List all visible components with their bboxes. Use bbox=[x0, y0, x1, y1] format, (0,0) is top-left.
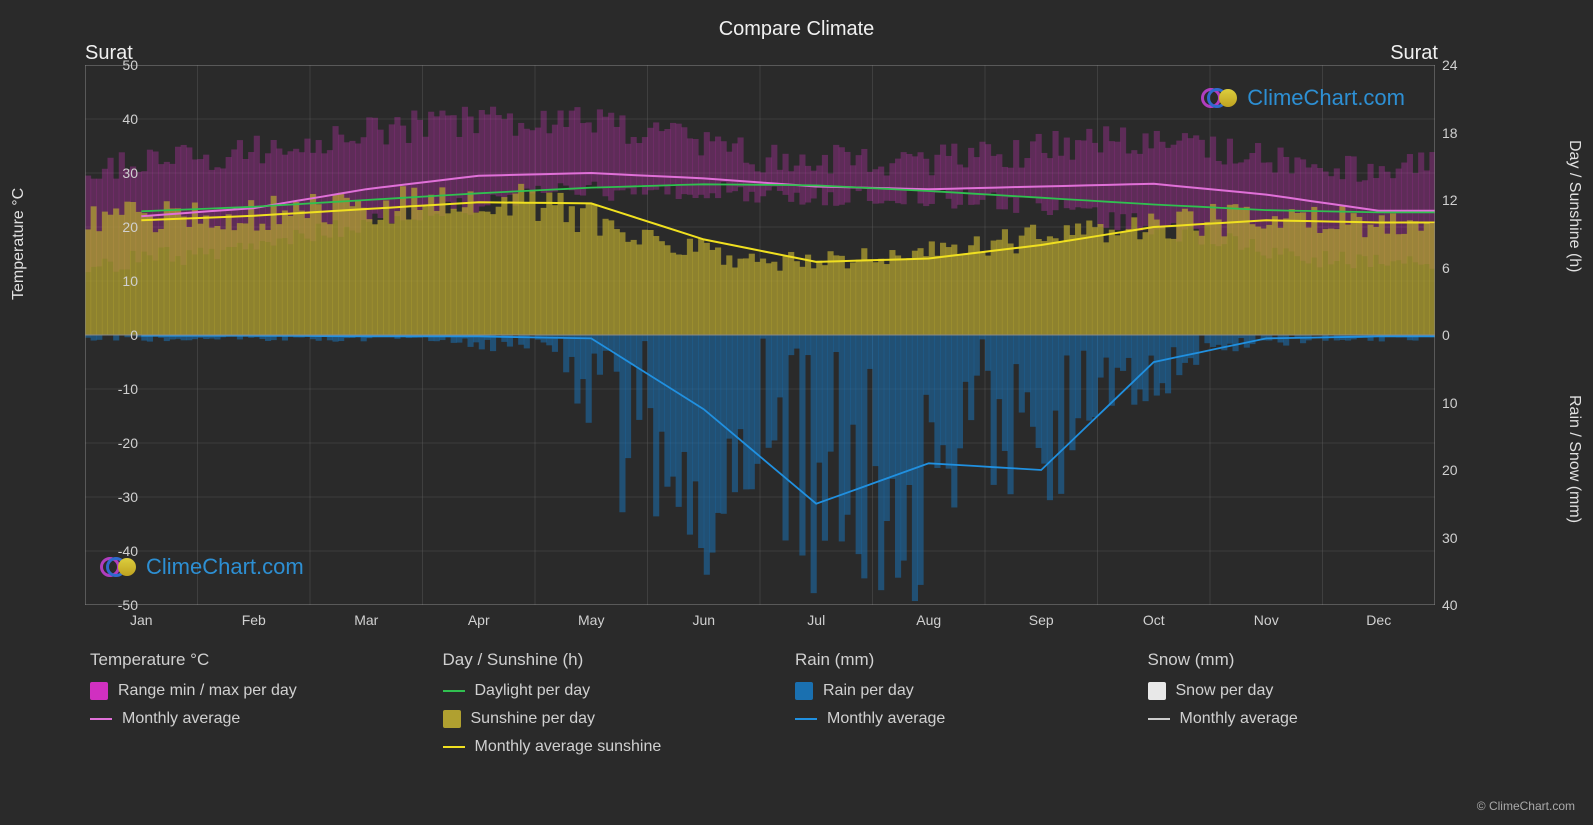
legend-item: Sunshine per day bbox=[443, 710, 786, 728]
legend-item: Snow per day bbox=[1148, 682, 1491, 700]
legend-item: Monthly average bbox=[1148, 710, 1491, 728]
watermark-top: ClimeChart.com bbox=[1201, 85, 1405, 111]
legend-column: Day / Sunshine (h) Daylight per day Sunshi… bbox=[443, 650, 786, 766]
x-tick: Aug bbox=[909, 612, 949, 628]
legend-column: Snow (mm) Snow per day Monthly average bbox=[1148, 650, 1491, 766]
chart-title: Compare Climate bbox=[0, 0, 1593, 41]
y-axis-label-right-bottom: Rain / Snow (mm) bbox=[1565, 395, 1583, 523]
legend-label: Monthly average bbox=[827, 710, 945, 728]
x-tick: Apr bbox=[459, 612, 499, 628]
legend-label: Daylight per day bbox=[475, 682, 591, 700]
legend-title: Rain (mm) bbox=[795, 650, 1138, 670]
y-left-tick: 10 bbox=[88, 273, 138, 289]
legend-title: Snow (mm) bbox=[1148, 650, 1491, 670]
y-left-tick: 0 bbox=[88, 327, 138, 343]
y-right-tick: 0 bbox=[1442, 327, 1482, 343]
legend-swatch bbox=[90, 718, 112, 720]
x-tick: Jan bbox=[121, 612, 161, 628]
legend-column: Temperature °C Range min / max per day Mon… bbox=[90, 650, 433, 766]
x-tick: Jul bbox=[796, 612, 836, 628]
legend-title: Day / Sunshine (h) bbox=[443, 650, 786, 670]
legend: Temperature °C Range min / max per day Mon… bbox=[90, 650, 1490, 766]
y-right-tick: 18 bbox=[1442, 125, 1482, 141]
legend-label: Snow per day bbox=[1176, 682, 1274, 700]
legend-item: Rain per day bbox=[795, 682, 1138, 700]
y-right-tick: 24 bbox=[1442, 57, 1482, 73]
city-label-right: Surat bbox=[1390, 42, 1438, 65]
x-tick: Nov bbox=[1246, 612, 1286, 628]
legend-item: Monthly average bbox=[795, 710, 1138, 728]
chart-svg bbox=[85, 65, 1435, 605]
x-tick: May bbox=[571, 612, 611, 628]
y-right-tick: 10 bbox=[1442, 395, 1482, 411]
x-tick: Jun bbox=[684, 612, 724, 628]
legend-swatch bbox=[1148, 682, 1166, 700]
legend-label: Monthly average sunshine bbox=[475, 738, 662, 756]
legend-swatch bbox=[795, 718, 817, 720]
y-right-tick: 40 bbox=[1442, 597, 1482, 613]
legend-item: Monthly average sunshine bbox=[443, 738, 786, 756]
legend-swatch bbox=[1148, 718, 1170, 720]
y-left-tick: 30 bbox=[88, 165, 138, 181]
legend-column: Rain (mm) Rain per day Monthly average bbox=[795, 650, 1138, 766]
legend-item: Daylight per day bbox=[443, 682, 786, 700]
y-left-tick: -10 bbox=[88, 381, 138, 397]
legend-item: Range min / max per day bbox=[90, 682, 433, 700]
logo-icon bbox=[1201, 85, 1241, 111]
legend-swatch bbox=[443, 710, 461, 728]
legend-title: Temperature °C bbox=[90, 650, 433, 670]
watermark-text: ClimeChart.com bbox=[1247, 85, 1405, 111]
legend-label: Monthly average bbox=[122, 710, 240, 728]
x-tick: Oct bbox=[1134, 612, 1174, 628]
x-tick: Dec bbox=[1359, 612, 1399, 628]
y-right-tick: 12 bbox=[1442, 192, 1482, 208]
legend-label: Rain per day bbox=[823, 682, 914, 700]
legend-label: Monthly average bbox=[1180, 710, 1298, 728]
watermark-text: ClimeChart.com bbox=[146, 554, 304, 580]
y-left-tick: -40 bbox=[88, 543, 138, 559]
y-left-tick: -50 bbox=[88, 597, 138, 613]
x-tick: Feb bbox=[234, 612, 274, 628]
x-tick: Mar bbox=[346, 612, 386, 628]
y-left-tick: 40 bbox=[88, 111, 138, 127]
legend-label: Range min / max per day bbox=[118, 682, 297, 700]
y-left-tick: 20 bbox=[88, 219, 138, 235]
copyright: © ClimeChart.com bbox=[1477, 799, 1575, 813]
legend-swatch bbox=[90, 682, 108, 700]
y-left-tick: -20 bbox=[88, 435, 138, 451]
y-axis-label-left: Temperature °C bbox=[10, 188, 28, 300]
y-left-tick: 50 bbox=[88, 57, 138, 73]
x-tick: Sep bbox=[1021, 612, 1061, 628]
legend-item: Monthly average bbox=[90, 710, 433, 728]
legend-swatch bbox=[443, 746, 465, 748]
y-right-tick: 20 bbox=[1442, 462, 1482, 478]
y-left-tick: -30 bbox=[88, 489, 138, 505]
plot-area: ClimeChart.com ClimeChart.com bbox=[85, 65, 1435, 605]
y-right-tick: 6 bbox=[1442, 260, 1482, 276]
y-right-tick: 30 bbox=[1442, 530, 1482, 546]
legend-swatch bbox=[443, 690, 465, 692]
legend-swatch bbox=[795, 682, 813, 700]
y-axis-label-right-top: Day / Sunshine (h) bbox=[1565, 140, 1583, 273]
legend-label: Sunshine per day bbox=[471, 710, 596, 728]
